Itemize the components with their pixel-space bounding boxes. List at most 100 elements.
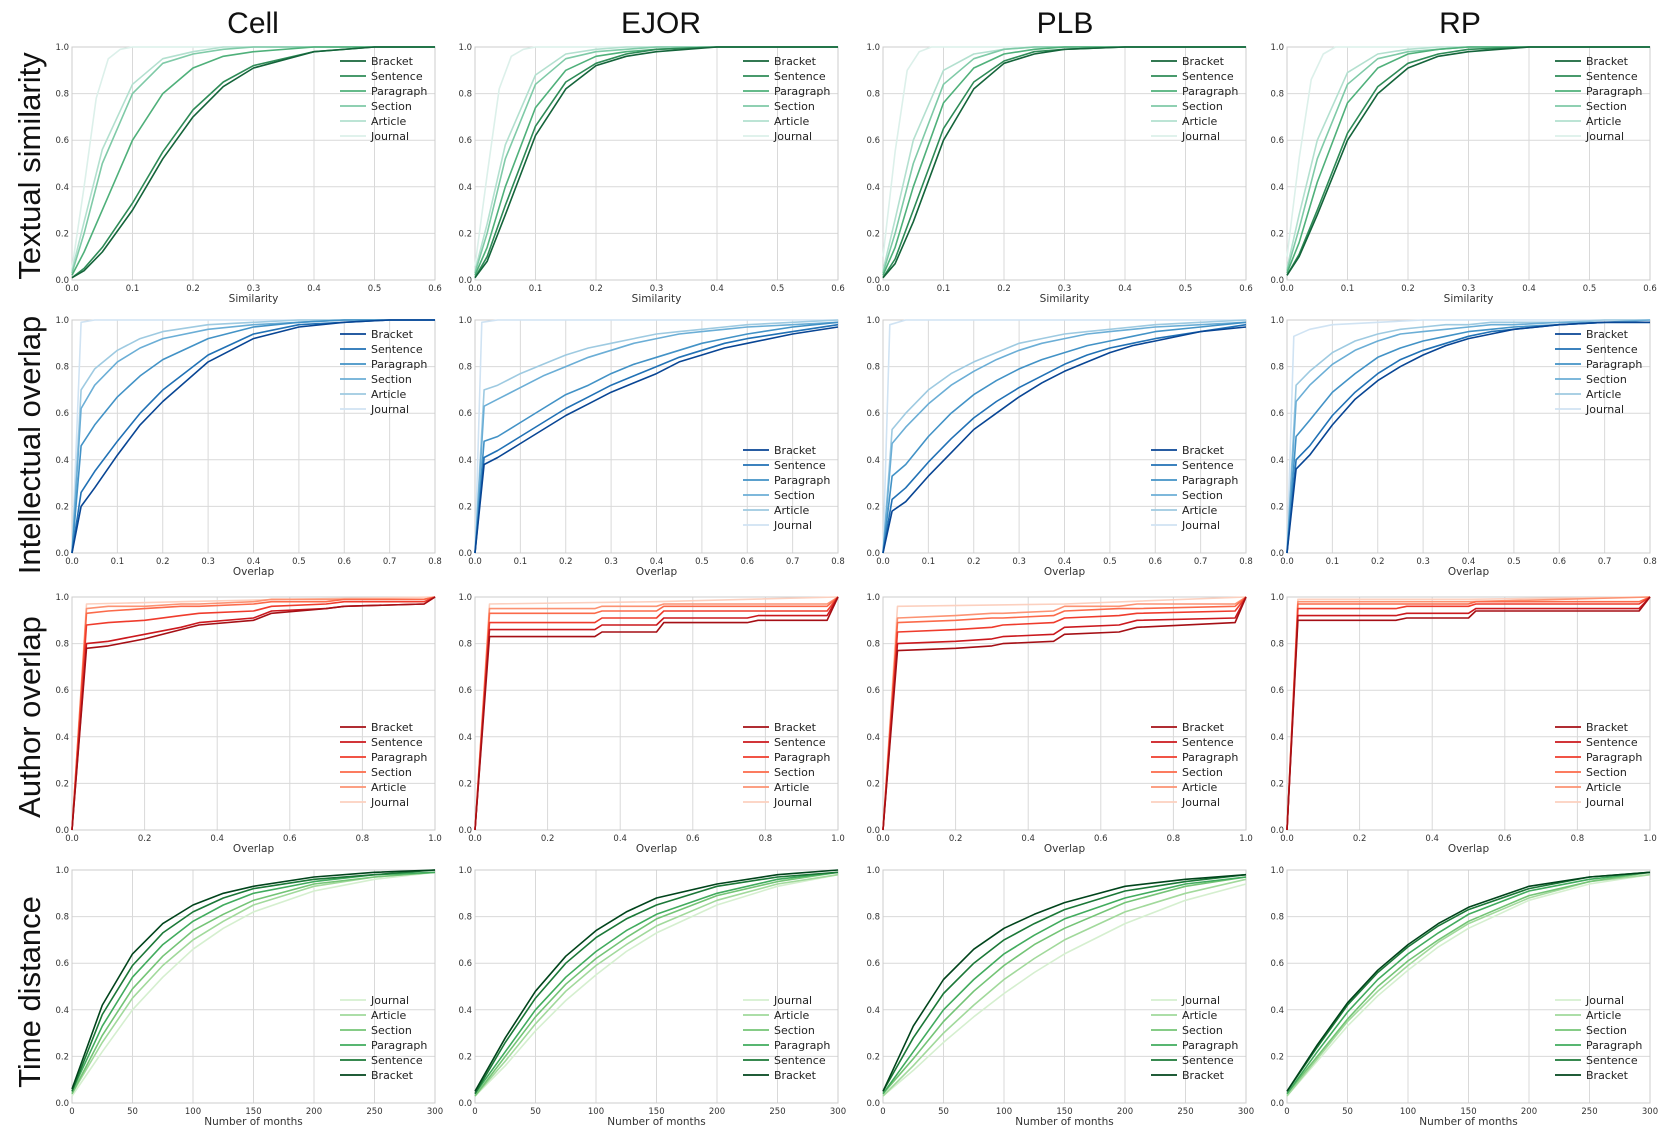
x-tick-label: 1.0 xyxy=(428,834,442,844)
chart-panel: 0.0 0.1 0.2 0.3 0.4 0.5 0.6 0.7 0.8 0.0 0.2 0.4 0.6 0… xyxy=(458,316,844,578)
legend-label: Article xyxy=(371,781,407,794)
legend-label: Section xyxy=(371,100,412,113)
y-tick-label: 0.2 xyxy=(55,779,69,789)
chart-panel: 0.0 0.1 0.2 0.3 0.4 0.5 0.6 0.0 0.2 0.4 0.6 0.8 1.0 S… xyxy=(458,43,844,305)
series-line-section xyxy=(882,321,1247,554)
legend-label: Article xyxy=(1586,388,1622,401)
x-tick-label: 0.7 xyxy=(383,557,397,567)
series-line-bracket xyxy=(71,869,436,1090)
x-tick-label: 0.1 xyxy=(922,557,936,567)
y-tick-label: 0.8 xyxy=(458,90,472,100)
y-tick-label: 0.2 xyxy=(55,1052,69,1062)
legend-label: Paragraph xyxy=(1182,85,1238,98)
x-tick-label: 0.0 xyxy=(468,284,482,294)
x-tick-label: 0.6 xyxy=(1239,284,1253,294)
x-tick-label: 0.3 xyxy=(650,284,664,294)
legend-label: Sentence xyxy=(371,1054,423,1067)
legend-label: Journal xyxy=(1585,130,1624,143)
x-tick-label: 0.6 xyxy=(831,284,845,294)
x-axis-label: Overlap xyxy=(1448,843,1490,855)
series-line-journal xyxy=(71,871,436,1097)
x-tick-label: 300 xyxy=(427,1107,443,1117)
y-tick-label: 0.6 xyxy=(866,136,880,146)
y-tick-label: 1.0 xyxy=(55,316,69,326)
series-line-journal xyxy=(1286,319,1650,554)
x-tick-label: 0.4 xyxy=(1522,284,1536,294)
legend-label: Bracket xyxy=(1182,55,1225,68)
series-line-section xyxy=(1286,319,1651,554)
series-line-sentence xyxy=(882,873,1247,1092)
legend-label: Paragraph xyxy=(774,85,830,98)
series-line-article xyxy=(1286,873,1651,1097)
x-tick-label: 0.4 xyxy=(1118,284,1132,294)
chart-panel: 0.0 0.1 0.2 0.3 0.4 0.5 0.6 0.7 0.8 0.0 0.2 0.4 0.6 0… xyxy=(55,316,441,578)
legend-label: Bracket xyxy=(1586,721,1629,734)
legend-label: Bracket xyxy=(1586,55,1629,68)
x-tick-label: 0.4 xyxy=(210,834,224,844)
legend: Journal Article Section Paragraph Sentence Br… xyxy=(743,994,830,1082)
x-tick-label: 0.2 xyxy=(559,557,573,567)
legend-label: Sentence xyxy=(371,736,423,749)
y-tick-label: 0.6 xyxy=(1270,959,1284,969)
y-tick-label: 1.0 xyxy=(866,43,880,53)
plot-frame xyxy=(71,869,436,1104)
legend-label: Sentence xyxy=(774,1054,826,1067)
y-tick-label: 0.0 xyxy=(458,1099,472,1109)
y-tick-label: 0.8 xyxy=(866,363,880,373)
legend-label: Paragraph xyxy=(371,1039,427,1052)
x-tick-label: 0.0 xyxy=(1280,557,1294,567)
y-tick-label: 1.0 xyxy=(1270,316,1284,326)
legend-label: Section xyxy=(1182,1024,1223,1037)
series-line-bracket xyxy=(882,873,1247,1092)
legend-label: Article xyxy=(371,115,407,128)
y-tick-label: 0.4 xyxy=(458,1006,472,1016)
legend-label: Article xyxy=(774,781,810,794)
x-tick-label: 0.5 xyxy=(368,284,382,294)
series-line-section xyxy=(71,596,436,831)
series-line-paragraph xyxy=(1286,871,1651,1095)
legend: Bracket Sentence Paragraph Section Article Jo… xyxy=(1151,55,1238,143)
legend: Bracket Sentence Paragraph Section Article Jo… xyxy=(743,55,830,143)
plot-frame xyxy=(1286,869,1651,1104)
legend-label: Paragraph xyxy=(371,751,427,764)
series-line-paragraph xyxy=(71,319,435,554)
y-tick-label: 0.8 xyxy=(1270,90,1284,100)
y-tick-label: 0.0 xyxy=(1270,1099,1284,1109)
legend: Bracket Sentence Paragraph Section Article Jo… xyxy=(340,55,427,143)
x-tick-label: 0.6 xyxy=(1498,834,1512,844)
row-title: Time distance xyxy=(12,896,47,1088)
y-tick-label: 0.2 xyxy=(866,1052,880,1062)
x-tick-label: 150 xyxy=(245,1107,261,1117)
legend-label: Bracket xyxy=(1182,444,1225,457)
x-tick-label: 0.6 xyxy=(686,834,700,844)
x-tick-label: 0.3 xyxy=(247,284,261,294)
x-tick-label: 0.3 xyxy=(1058,284,1072,294)
y-tick-label: 0.8 xyxy=(55,913,69,923)
legend-label: Bracket xyxy=(774,444,817,457)
y-tick-label: 0.4 xyxy=(1270,183,1284,193)
y-tick-label: 0.8 xyxy=(866,90,880,100)
chart-panel: 0 50 100 150 200 250 300 0.0 0.2 0.4 0.6 0.8 1.0 Numb… xyxy=(55,866,443,1128)
y-tick-label: 1.0 xyxy=(1270,866,1284,876)
x-tick-label: 0.5 xyxy=(1179,284,1193,294)
series-line-sentence xyxy=(474,323,839,554)
y-tick-label: 0.4 xyxy=(866,183,880,193)
series-line-article xyxy=(71,871,436,1095)
y-tick-label: 1.0 xyxy=(55,43,69,53)
plot-frame xyxy=(882,596,1247,831)
legend: Journal Article Section Paragraph Sentence Br… xyxy=(340,994,427,1082)
y-tick-label: 0.4 xyxy=(1270,456,1284,466)
legend-label: Journal xyxy=(773,796,812,809)
series-line-bracket xyxy=(1286,46,1650,276)
y-tick-label: 0.2 xyxy=(866,229,880,239)
series-line-section xyxy=(882,596,1247,831)
row-title: Textual similarity xyxy=(12,52,47,280)
plot-frame xyxy=(474,596,839,831)
x-tick-label: 200 xyxy=(709,1107,725,1117)
y-tick-label: 0.6 xyxy=(458,409,472,419)
series-line-sentence xyxy=(882,596,1247,831)
x-tick-label: 0.1 xyxy=(126,284,140,294)
series-line-sentence xyxy=(1286,596,1651,831)
legend-label: Section xyxy=(774,1024,815,1037)
x-tick-label: 0 xyxy=(69,1107,74,1117)
